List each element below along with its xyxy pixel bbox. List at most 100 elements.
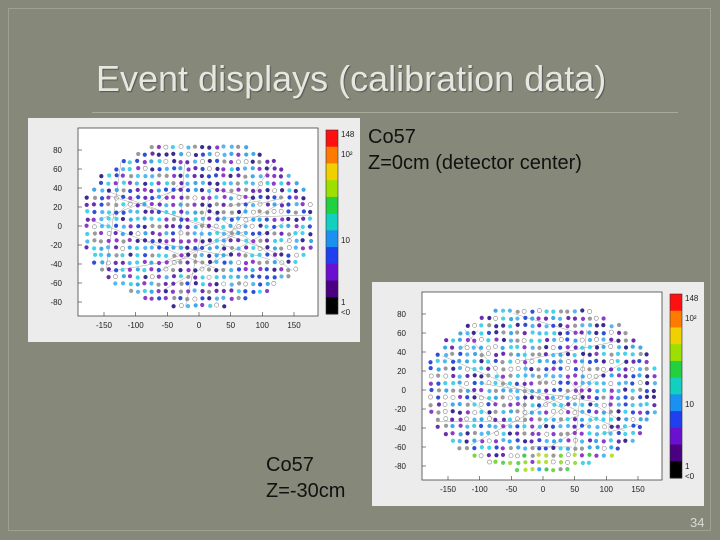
track-line	[106, 161, 122, 269]
pmt-hit	[127, 180, 133, 185]
pmt-hit	[565, 388, 570, 393]
pmt-hit	[150, 223, 155, 229]
pmt-hit	[228, 274, 233, 280]
pmt-hit	[638, 351, 643, 357]
pmt-hit	[580, 323, 585, 328]
pmt-hit	[99, 202, 104, 207]
pmt-hit	[565, 324, 570, 329]
pmt-hit	[536, 459, 541, 465]
pmt-hit	[114, 268, 119, 273]
pmt-hit	[301, 252, 306, 257]
pmt-hit	[186, 268, 191, 273]
pmt-hit	[465, 410, 470, 415]
pmt-hit	[458, 394, 463, 400]
pmt-hit	[479, 445, 484, 450]
pmt-hit	[579, 330, 584, 335]
pmt-hit	[243, 281, 249, 287]
pmt-hit	[206, 174, 212, 179]
pmt-hit	[150, 174, 155, 179]
pmt-hit	[493, 417, 498, 422]
pmt-hit	[272, 173, 277, 179]
pmt-hit	[543, 459, 549, 465]
pmt-hit	[523, 360, 528, 365]
pmt-hit	[179, 217, 184, 222]
pmt-hit	[280, 217, 285, 222]
pmt-hit	[429, 387, 434, 393]
pmt-hit	[207, 181, 212, 186]
pmt-hit	[265, 159, 270, 164]
pmt-hit	[637, 410, 643, 415]
pmt-hit	[228, 173, 233, 178]
pmt-hit	[521, 338, 527, 344]
pmt-hit	[465, 331, 470, 336]
pmt-hit	[529, 417, 534, 422]
pmt-hit	[500, 374, 506, 379]
pmt-hit	[200, 239, 205, 244]
pmt-hit	[558, 460, 564, 465]
pmt-hit	[243, 289, 248, 294]
pmt-hit	[515, 401, 520, 407]
pmt-hit	[601, 351, 606, 357]
pmt-hit	[544, 345, 549, 350]
pmt-hit	[557, 316, 563, 321]
pmt-hit	[170, 267, 176, 273]
pmt-hit	[494, 445, 499, 450]
pmt-hit	[565, 460, 570, 465]
pmt-hit	[566, 410, 571, 415]
pmt-hit	[135, 158, 140, 163]
pmt-hit	[207, 216, 212, 221]
pmt-hit	[207, 246, 212, 251]
pmt-hit	[465, 388, 470, 393]
pmt-hit	[472, 373, 477, 378]
pmt-hit	[179, 303, 184, 308]
pmt-hit	[244, 245, 249, 250]
pmt-hit	[164, 260, 169, 265]
pmt-hit	[142, 238, 148, 243]
pmt-hit	[494, 374, 499, 379]
pmt-hit	[135, 282, 140, 287]
pmt-hit	[186, 145, 191, 150]
pmt-hit	[143, 274, 148, 280]
pmt-hit	[558, 309, 564, 314]
pmt-hit	[113, 230, 118, 236]
pmt-hit	[222, 246, 227, 251]
pmt-hit	[294, 252, 300, 258]
pmt-hit	[106, 210, 112, 215]
pmt-hit	[164, 173, 169, 178]
pmt-hit	[530, 445, 535, 451]
pmt-hit	[458, 423, 463, 428]
pmt-hit	[170, 224, 176, 229]
pmt-hit	[472, 410, 478, 415]
pmt-hit	[558, 380, 563, 385]
pmt-hit	[178, 260, 183, 265]
pmt-hit	[530, 309, 535, 314]
pmt-hit	[478, 402, 484, 407]
pmt-hit	[308, 209, 313, 215]
pmt-hit	[293, 266, 299, 272]
pmt-hit	[565, 330, 570, 336]
x-tick-label: -50	[162, 321, 174, 330]
pmt-hit	[493, 365, 498, 371]
pmt-hit	[193, 166, 198, 171]
top-event-display: 80 60 40 20 0 -20 -40 -60 -80 -150 -100 -50 0 50 100 15…	[28, 118, 360, 342]
pmt-hit	[171, 245, 176, 250]
pmt-hit	[200, 216, 205, 221]
pmt-hit	[206, 289, 212, 294]
pmt-hit	[494, 330, 499, 335]
pmt-hit	[624, 417, 629, 422]
pmt-hit	[579, 446, 585, 451]
pmt-hit	[92, 238, 97, 243]
pmt-hit	[487, 410, 492, 415]
y-tick-label: 0	[402, 386, 407, 395]
pmt-hit	[644, 394, 650, 399]
pmt-hit	[558, 453, 563, 458]
pmt-hit	[193, 253, 198, 258]
pmt-hit	[179, 195, 184, 200]
pmt-hit	[537, 345, 542, 351]
y-tick-label: -60	[394, 443, 406, 452]
pmt-hit	[587, 445, 592, 450]
pmt-hit	[142, 224, 147, 230]
pmt-hit	[257, 152, 262, 157]
pmt-hit	[257, 188, 262, 193]
color-scale-segment	[670, 394, 682, 412]
